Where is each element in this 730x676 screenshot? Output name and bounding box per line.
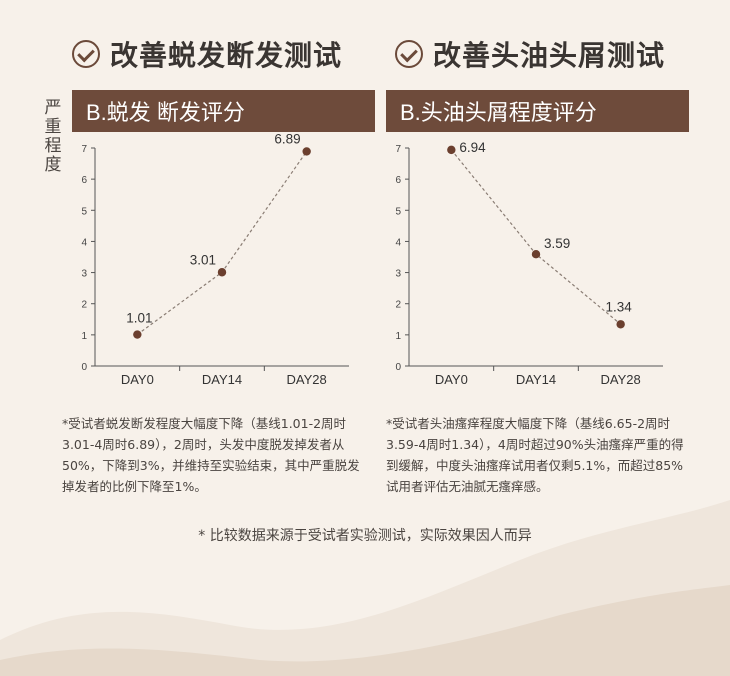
data-label: 3.59 [544, 236, 570, 251]
heading-dandruff-text: 改善头油头屑测试 [433, 39, 666, 72]
heading-dandruff: 改善头油头屑测试 [395, 34, 665, 74]
data-label: 6.89 [274, 132, 300, 146]
chart-panel-dandruff: B.头油头屑程度评分 0 1 2 3 4 5 6 7 DAY0 DAY14 DAY28 6.94 3.5… [386, 90, 689, 387]
data-point [133, 330, 142, 339]
data-label: 1.01 [126, 311, 152, 326]
y-tick-label: 7 [81, 144, 87, 155]
heading-hair-loss-text: 改善蜕发断发测试 [110, 39, 343, 72]
y-tick-label: 0 [395, 362, 401, 373]
chart-panel-hair-loss: B.蜕发 断发评分 0 1 2 3 4 5 6 7 DAY0 DAY14 DAY28 1.01 3.01… [72, 90, 375, 387]
data-label: 6.94 [459, 140, 486, 155]
heading-hair-loss: 改善蜕发断发测试 [72, 34, 342, 74]
line-chart-hair-loss: 0 1 2 3 4 5 6 7 DAY0 DAY14 DAY28 1.01 3.01 6.89 [81, 132, 349, 387]
y-tick-label: 6 [395, 175, 401, 186]
data-point [447, 145, 456, 155]
y-tick-label: 4 [81, 237, 87, 248]
x-tick-label: DAY14 [516, 372, 556, 387]
line-chart-dandruff: 0 1 2 3 4 5 6 7 DAY0 DAY14 DAY28 6.94 3.59 1.34 [395, 140, 663, 387]
checkmark-circle-icon [395, 40, 423, 68]
x-tick-label: DAY0 [121, 372, 154, 387]
y-axis-label: 严重程度 [44, 98, 62, 175]
y-tick-label: 0 [81, 362, 87, 373]
data-point [531, 249, 541, 259]
footer-disclaimer: * 比较数据来源于受试者实验测试，实际效果因人而异 [198, 528, 532, 544]
checkmark-circle-icon [72, 40, 100, 68]
series-line [450, 149, 622, 325]
y-tick-label: 2 [81, 300, 87, 311]
x-tick-label: DAY14 [202, 372, 242, 387]
data-point [616, 320, 625, 329]
y-tick-label: 6 [81, 175, 87, 186]
y-tick-label: 7 [395, 144, 401, 155]
data-label: 3.01 [190, 252, 216, 267]
data-point [302, 147, 311, 156]
x-tick-label: DAY28 [601, 372, 641, 387]
x-tick-label: DAY0 [435, 372, 468, 387]
chart-title-hair-loss: B.蜕发 断发评分 [72, 90, 375, 132]
note-hair-loss: *受试者蜕发断发程度大幅度下降（基线1.01-2周时3.01-4周时6.89），… [62, 416, 360, 494]
y-tick-label: 3 [395, 269, 401, 280]
y-tick-label: 5 [395, 206, 401, 217]
chart-title-dandruff: B.头油头屑程度评分 [386, 90, 689, 132]
x-tick-label: DAY28 [287, 372, 327, 387]
y-tick-label: 5 [81, 206, 87, 217]
y-tick-label: 4 [395, 237, 401, 248]
data-label: 1.34 [606, 299, 633, 314]
note-dandruff: *受试者头油瘙痒程度大幅度下降（基线6.65-2周时3.59-4周时1.34），… [386, 416, 684, 494]
y-tick-label: 2 [395, 300, 401, 311]
data-point [217, 268, 227, 277]
y-tick-label: 1 [395, 331, 401, 342]
series-line [136, 151, 308, 336]
y-tick-label: 3 [81, 269, 87, 280]
y-tick-label: 1 [81, 331, 87, 342]
